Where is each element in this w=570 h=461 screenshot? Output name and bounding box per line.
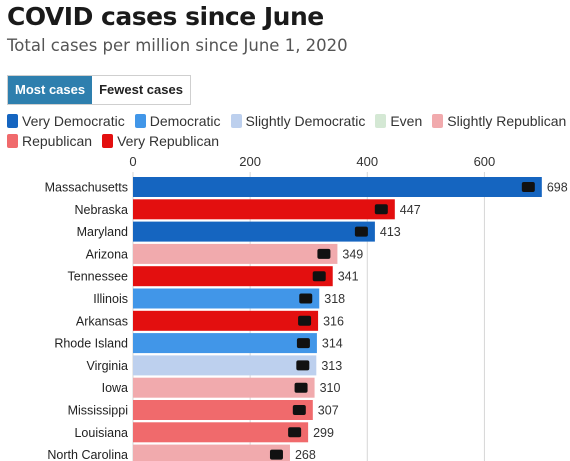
legend-swatch <box>375 114 387 128</box>
legend-label: Even <box>390 113 423 129</box>
category-label: Virginia <box>87 359 129 373</box>
bar <box>133 288 320 309</box>
value-label: 698 <box>547 181 568 195</box>
state-shape-icon <box>269 449 283 460</box>
value-label: 341 <box>338 270 359 284</box>
bar <box>133 444 290 461</box>
bar <box>133 333 317 354</box>
bar <box>133 243 338 264</box>
value-label: 413 <box>380 225 401 239</box>
state-shape-icon <box>292 405 306 415</box>
legend-label: Slightly Democratic <box>245 113 366 129</box>
legend-item-very-republican: Very Republican <box>102 133 219 149</box>
state-shape-icon <box>296 360 310 371</box>
legend-swatch <box>134 114 146 128</box>
legend-label: Democratic <box>149 113 221 129</box>
legend-swatch <box>432 114 444 128</box>
x-tick-label: 200 <box>239 154 261 169</box>
legend-item-democratic: Democratic <box>134 113 221 129</box>
legend-swatch <box>102 134 114 148</box>
state-shape-icon <box>312 271 326 282</box>
legend-swatch <box>230 114 242 128</box>
value-label: 268 <box>295 448 316 461</box>
category-label: Iowa <box>102 381 128 395</box>
value-label: 447 <box>400 203 421 217</box>
value-label: 310 <box>320 381 341 395</box>
category-label: Rhode Island <box>54 337 128 351</box>
category-label: Arkansas <box>76 314 128 328</box>
value-label: 318 <box>324 292 345 306</box>
legend-label: Very Republican <box>117 133 220 149</box>
value-label: 307 <box>318 404 339 418</box>
value-label: 349 <box>342 247 363 261</box>
state-shape-icon <box>317 248 331 259</box>
value-label: 299 <box>313 426 334 440</box>
bar <box>133 355 317 376</box>
state-shape-icon <box>298 315 312 326</box>
bar <box>133 377 315 398</box>
category-label: Maryland <box>77 225 128 239</box>
bar <box>133 400 313 420</box>
category-label: Nebraska <box>75 203 129 217</box>
value-label: 316 <box>323 314 344 328</box>
bar <box>133 199 395 220</box>
legend-item-very-democratic: Very Democratic <box>7 113 125 129</box>
legend-label: Slightly Republican <box>447 113 567 129</box>
bar-chart: 0 200 400 600 Massachusetts 698 Nebraska 447 Mar… <box>45 154 568 461</box>
chart-subtitle: Total cases per million since June 1, 20… <box>7 36 348 55</box>
category-label: Tennessee <box>68 270 129 284</box>
state-shape-icon <box>296 338 310 349</box>
category-label: North Carolina <box>47 448 128 461</box>
legend-item-slightly-democratic: Slightly Democratic <box>230 113 366 129</box>
sort-toggle: Most cases Fewest cases <box>7 75 191 105</box>
state-shape-icon <box>354 226 368 237</box>
category-label: Arizona <box>86 247 128 261</box>
legend: Very Democratic Democratic Slightly Demo… <box>7 113 567 149</box>
category-label: Illinois <box>93 292 128 306</box>
legend-swatch <box>7 114 18 128</box>
fewest-cases-button[interactable]: Fewest cases <box>92 76 190 104</box>
x-tick-label: 600 <box>474 154 496 169</box>
state-shape-icon <box>288 427 302 438</box>
legend-label: Very Democratic <box>22 113 125 129</box>
legend-item-even: Even <box>375 113 422 129</box>
x-tick-label: 400 <box>356 154 378 169</box>
state-shape-icon <box>374 204 388 215</box>
value-label: 313 <box>321 359 342 373</box>
category-label: Mississippi <box>68 404 128 418</box>
bar <box>133 310 319 331</box>
category-label: Massachusetts <box>45 181 128 195</box>
legend-item-slightly-republican: Slightly Republican <box>432 113 566 129</box>
state-shape-icon <box>521 182 535 192</box>
legend-label: Republican <box>22 133 93 149</box>
state-shape-icon <box>294 382 308 393</box>
x-tick-label: 0 <box>129 154 136 169</box>
category-label: Louisiana <box>74 426 128 440</box>
bar <box>133 221 375 242</box>
bar <box>133 266 333 287</box>
legend-item-republican: Republican <box>7 133 92 149</box>
most-cases-button[interactable]: Most cases <box>8 76 93 104</box>
state-shape-icon <box>299 293 313 304</box>
legend-swatch <box>7 134 18 148</box>
value-label: 314 <box>322 337 343 351</box>
bar <box>133 177 542 197</box>
bar <box>133 422 309 443</box>
chart-title: COVID cases since June <box>7 2 324 31</box>
